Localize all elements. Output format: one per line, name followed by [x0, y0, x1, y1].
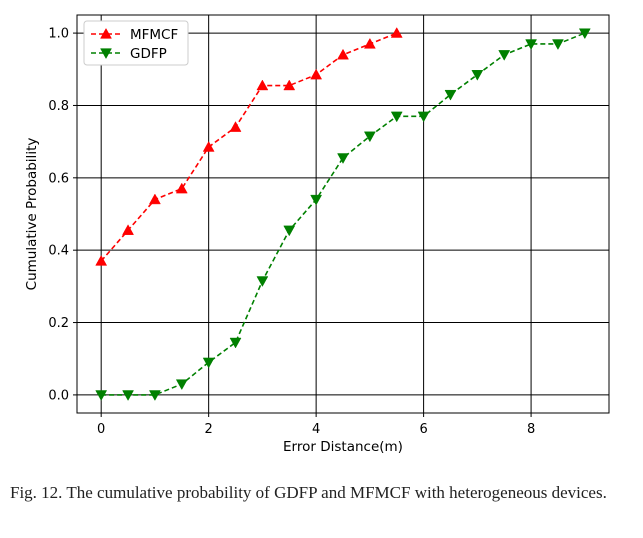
- gdfp-point: [148, 390, 161, 401]
- gdfp-point: [95, 390, 108, 401]
- legend-box: [83, 20, 189, 66]
- mfmcf-point: [95, 255, 108, 266]
- legend-marker-gdfp: [100, 48, 112, 60]
- mfmcf-point: [122, 224, 134, 235]
- y-tick-label: 0.4: [48, 244, 69, 259]
- y-tick-label: 0.6: [48, 171, 69, 186]
- x-tick-label: 2: [205, 422, 213, 437]
- gdfp-point: [202, 357, 215, 369]
- gdfp-point: [122, 390, 134, 401]
- legend-items: MFMCF GDFP: [91, 27, 178, 62]
- mfmcf-point: [283, 79, 296, 91]
- series-layer: [95, 27, 591, 401]
- mfmcf-point: [148, 193, 161, 205]
- chart: 0 2 4 6 8 0.0 0.2 0.4 0.6 0.8 1.0 Error Distance(m…: [24, 14, 610, 455]
- mfmcf-point: [363, 37, 376, 49]
- legend-label-mfmcf: MFMCF: [130, 27, 178, 43]
- mfmcf-point: [229, 121, 242, 132]
- axis-ticks: 0 2 4 6 8 0.0 0.2 0.4 0.6 0.8 1.0: [48, 27, 535, 437]
- gdfp-point: [310, 194, 323, 206]
- series-gdfp: [95, 28, 591, 401]
- gdfp-point: [337, 153, 349, 164]
- gdfp-point: [525, 39, 538, 50]
- gdfp-point: [363, 131, 376, 143]
- gdfp-point: [390, 111, 403, 123]
- y-axis-title: Cumulative Probability: [24, 138, 40, 291]
- legend-item-gdfp: GDFP: [91, 46, 167, 62]
- mfmcf-point: [310, 68, 323, 80]
- legend-marker-mfmcf: [100, 27, 112, 39]
- series-mfmcf: [95, 27, 403, 266]
- y-tick-label: 0.8: [48, 99, 69, 114]
- gdfp-point: [498, 50, 511, 61]
- y-tick-label: 0.0: [48, 388, 69, 403]
- gdfp-line: [101, 32, 586, 396]
- x-tick-label: 4: [312, 422, 320, 437]
- gdfp-point: [417, 111, 430, 123]
- gdfp-point: [471, 70, 484, 81]
- y-tick-label: 1.0: [48, 27, 69, 42]
- legend-label-gdfp: GDFP: [130, 46, 167, 62]
- mfmcf-point: [202, 141, 215, 152]
- plot-frame: [76, 14, 610, 414]
- gdfp-point: [444, 89, 457, 101]
- gdfp-point: [578, 28, 591, 40]
- mfmcf-point: [256, 79, 269, 91]
- x-tick-label: 6: [419, 422, 427, 437]
- figure-caption: Fig. 12. The cumulative probability of G…: [10, 483, 607, 502]
- gdfp-point: [229, 337, 242, 349]
- mfmcf-point: [175, 182, 188, 194]
- x-tick-label: 0: [97, 422, 105, 437]
- gdfp-point: [552, 39, 564, 50]
- gdfp-point: [256, 276, 269, 287]
- x-axis-title: Error Distance(m): [283, 439, 403, 455]
- grid-lines: [77, 15, 609, 413]
- gdfp-point: [283, 225, 296, 237]
- legend: MFMCF GDFP: [83, 20, 189, 66]
- mfmcf-line: [100, 32, 398, 262]
- x-tick-label: 8: [527, 422, 535, 437]
- mfmcf-point: [337, 48, 349, 60]
- y-tick-label: 0.2: [48, 316, 69, 331]
- legend-item-mfmcf: MFMCF: [91, 27, 178, 43]
- mfmcf-point: [390, 27, 403, 38]
- gdfp-point: [175, 379, 188, 391]
